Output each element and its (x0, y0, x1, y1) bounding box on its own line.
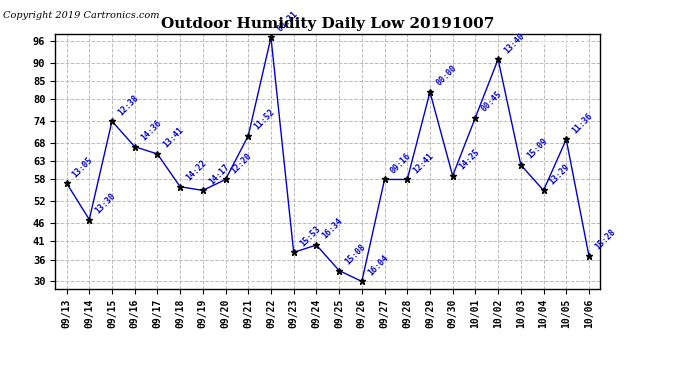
Text: 15:53: 15:53 (298, 224, 322, 248)
Title: Outdoor Humidity Daily Low 20191007: Outdoor Humidity Daily Low 20191007 (161, 17, 495, 31)
Text: 14:22: 14:22 (184, 159, 208, 183)
Text: 13:05: 13:05 (70, 155, 95, 179)
Text: 14:36: 14:36 (139, 118, 163, 142)
Text: 15:08: 15:08 (343, 242, 367, 266)
Text: Humidity  (%): Humidity (%) (539, 37, 620, 47)
Text: 12:38: 12:38 (116, 93, 140, 117)
Text: 13:41: 13:41 (161, 126, 186, 150)
Text: 14:25: 14:25 (457, 148, 481, 172)
Text: 14:17: 14:17 (207, 162, 231, 186)
Text: 09:16: 09:16 (388, 151, 413, 175)
Text: 11:36: 11:36 (571, 111, 595, 135)
Text: 13:40: 13:40 (502, 31, 526, 55)
Text: 15:28: 15:28 (593, 228, 617, 252)
Text: 00:00: 00:00 (434, 64, 458, 88)
Text: 12:41: 12:41 (411, 151, 435, 175)
Text: 13:29: 13:29 (548, 162, 572, 186)
Text: 13:30: 13:30 (93, 191, 117, 215)
Text: 00:21: 00:21 (275, 9, 299, 33)
Text: 12:20: 12:20 (230, 151, 254, 175)
Text: 16:04: 16:04 (366, 253, 390, 277)
Text: 11:52: 11:52 (253, 108, 277, 132)
Text: 15:09: 15:09 (525, 136, 549, 161)
Text: Copyright 2019 Cartronics.com: Copyright 2019 Cartronics.com (3, 11, 160, 20)
Text: 00:45: 00:45 (480, 89, 504, 113)
Text: 16:34: 16:34 (321, 217, 344, 241)
